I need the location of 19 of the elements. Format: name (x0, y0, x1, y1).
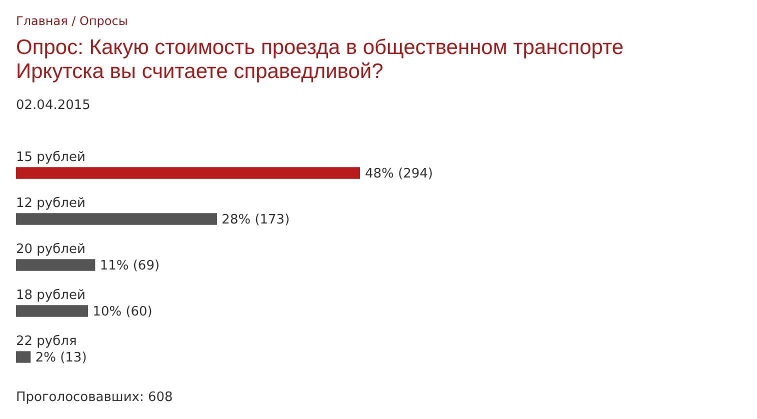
y-tick-label: 18 рублей (16, 288, 86, 303)
bar (16, 167, 360, 179)
chart-subtitle: 02.04.2015 (16, 98, 90, 113)
y-tick-label: 12 рублей (16, 196, 86, 211)
data-label: 28% (173) (222, 212, 290, 228)
bar (16, 305, 88, 317)
chart-title: Опрос: Какую стоимость проезда в общественном транспорте Иркутска вы считаете справедливой? (16, 36, 625, 84)
data-label: 10% (60) (92, 304, 152, 320)
bar (16, 213, 217, 225)
y-tick-label: 20 рублей (16, 242, 86, 257)
data-label: 2% (13) (35, 350, 87, 366)
y-tick-label: 22 рубля (16, 334, 77, 349)
y-tick-label: 15 рублей (16, 150, 86, 165)
bar (16, 259, 96, 271)
text: Проголосовавших: 608 (16, 390, 173, 405)
bar (16, 351, 31, 363)
data-label: 48% (294) (365, 166, 433, 182)
data-label: 11% (69) (100, 258, 160, 274)
text: Главная / Опросы (16, 14, 128, 28)
